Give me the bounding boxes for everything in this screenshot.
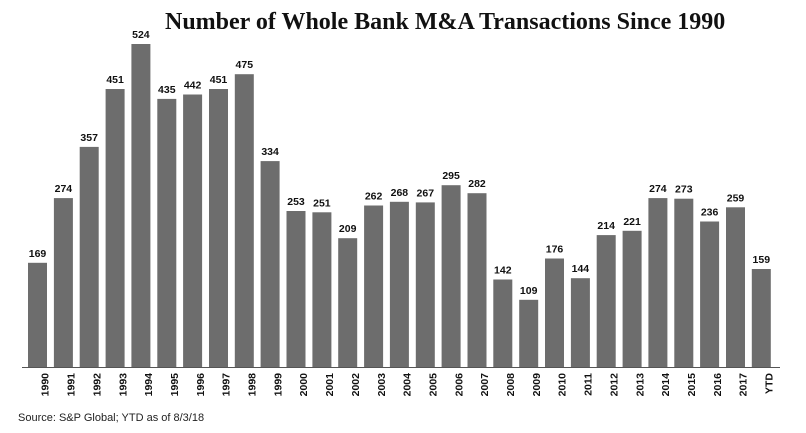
x-tick-label-1994: 1994: [143, 373, 155, 397]
x-tick-label-2011: 2011: [583, 373, 595, 396]
value-label-1990: 169: [29, 248, 47, 260]
bar-1993: [105, 89, 125, 367]
x-tick-label-2002: 2002: [350, 373, 362, 397]
x-tick-label-2001: 2001: [324, 373, 336, 397]
x-tick-label-2016: 2016: [712, 373, 724, 397]
x-tick-label-1999: 1999: [272, 373, 284, 397]
bar-1992: [79, 146, 99, 367]
bar-YTD: [751, 269, 771, 367]
x-tick-label-2013: 2013: [634, 373, 646, 397]
bar-2005: [415, 202, 435, 367]
bar-1997: [209, 89, 228, 367]
source-note: Source: S&P Global; YTD as of 8/3/18: [18, 412, 205, 424]
bar-2004: [389, 201, 409, 367]
value-label-2011: 144: [572, 263, 590, 275]
bar-2001: [312, 212, 332, 367]
bar-1998: [234, 74, 254, 367]
x-tick-label-1996: 1996: [195, 373, 207, 397]
bar-2013: [622, 230, 642, 367]
value-label-2012: 214: [597, 220, 615, 232]
value-label-2003: 262: [365, 191, 383, 203]
bar-2012: [596, 235, 616, 367]
bar-2006: [441, 185, 461, 367]
bar-1990: [28, 262, 47, 367]
x-tick-label-YTD: YTD: [764, 373, 776, 394]
value-label-2014: 274: [649, 183, 667, 195]
x-tick-label-1990: 1990: [40, 373, 52, 397]
x-tick-label-2003: 2003: [376, 373, 388, 397]
bar-2015: [674, 198, 694, 367]
bar-1991: [53, 198, 73, 367]
value-label-2010: 176: [546, 244, 564, 256]
value-label-2013: 221: [623, 216, 641, 228]
bar-2016: [700, 221, 720, 367]
bar-2009: [519, 299, 539, 367]
bar-1995: [157, 98, 177, 368]
x-tick-label-1995: 1995: [169, 373, 181, 397]
value-label-2017: 259: [727, 192, 745, 204]
value-label-2002: 209: [339, 223, 357, 235]
x-tick-label-2015: 2015: [686, 373, 698, 397]
bar-2007: [467, 193, 487, 367]
bar-2010: [545, 258, 564, 367]
x-tick-label-2006: 2006: [453, 373, 465, 397]
value-label-2015: 273: [675, 184, 693, 196]
value-label-1999: 334: [261, 146, 279, 158]
value-label-1998: 475: [236, 59, 254, 71]
bar-2011: [570, 278, 590, 367]
x-tick-label-2014: 2014: [660, 373, 672, 397]
bar-1994: [131, 44, 151, 367]
value-label-2009: 109: [520, 285, 538, 297]
x-tick-label-2000: 2000: [298, 373, 310, 397]
bar-2008: [493, 279, 513, 367]
bar-2014: [648, 198, 668, 367]
x-tick-label-2010: 2010: [557, 373, 569, 397]
value-label-1994: 524: [132, 29, 150, 41]
value-label-1991: 274: [55, 183, 73, 195]
x-tick-label-2009: 2009: [531, 373, 543, 397]
value-label-1996: 442: [184, 80, 202, 92]
x-tick-label-2017: 2017: [738, 373, 750, 397]
x-tick-label-1991: 1991: [66, 373, 78, 397]
bar-2000: [286, 211, 306, 367]
bar-1999: [260, 161, 280, 367]
value-label-2004: 268: [391, 187, 409, 199]
bar-2003: [364, 205, 384, 367]
value-label-2006: 295: [442, 170, 460, 182]
value-label-2001: 251: [313, 197, 331, 209]
x-tick-label-2008: 2008: [505, 373, 517, 397]
value-label-YTD: 159: [753, 254, 771, 266]
x-tick-label-1993: 1993: [117, 373, 129, 397]
x-tick-labels-group: 1990 1991 1992 1993 1994 1995 1996 1997 1998 1999…: [40, 373, 776, 397]
bar-2002: [338, 238, 358, 367]
bar-2017: [726, 207, 745, 367]
x-tick-label-2012: 2012: [608, 373, 620, 397]
x-tick-label-2004: 2004: [402, 373, 414, 397]
value-label-1995: 435: [158, 84, 176, 96]
value-label-2000: 253: [287, 196, 305, 208]
value-label-2007: 282: [468, 178, 486, 190]
x-tick-label-1998: 1998: [247, 373, 259, 397]
x-tick-label-2005: 2005: [428, 373, 440, 397]
bars-group: [28, 44, 771, 368]
x-tick-label-1992: 1992: [91, 373, 103, 397]
bar-1996: [183, 94, 203, 367]
value-label-1992: 357: [80, 132, 98, 144]
value-label-1993: 451: [106, 74, 124, 86]
value-label-2008: 142: [494, 265, 512, 277]
chart-title: Number of Whole Bank M&A Transactions Si…: [165, 9, 726, 35]
x-tick-label-2007: 2007: [479, 373, 491, 397]
x-tick-label-1997: 1997: [221, 373, 233, 397]
value-label-1997: 451: [210, 74, 228, 86]
value-label-2016: 236: [701, 207, 719, 219]
value-labels-group: 169 274 357 451 524 435 442 451 475 334 253 251 209 2…: [29, 29, 770, 297]
value-label-2005: 267: [417, 187, 435, 199]
